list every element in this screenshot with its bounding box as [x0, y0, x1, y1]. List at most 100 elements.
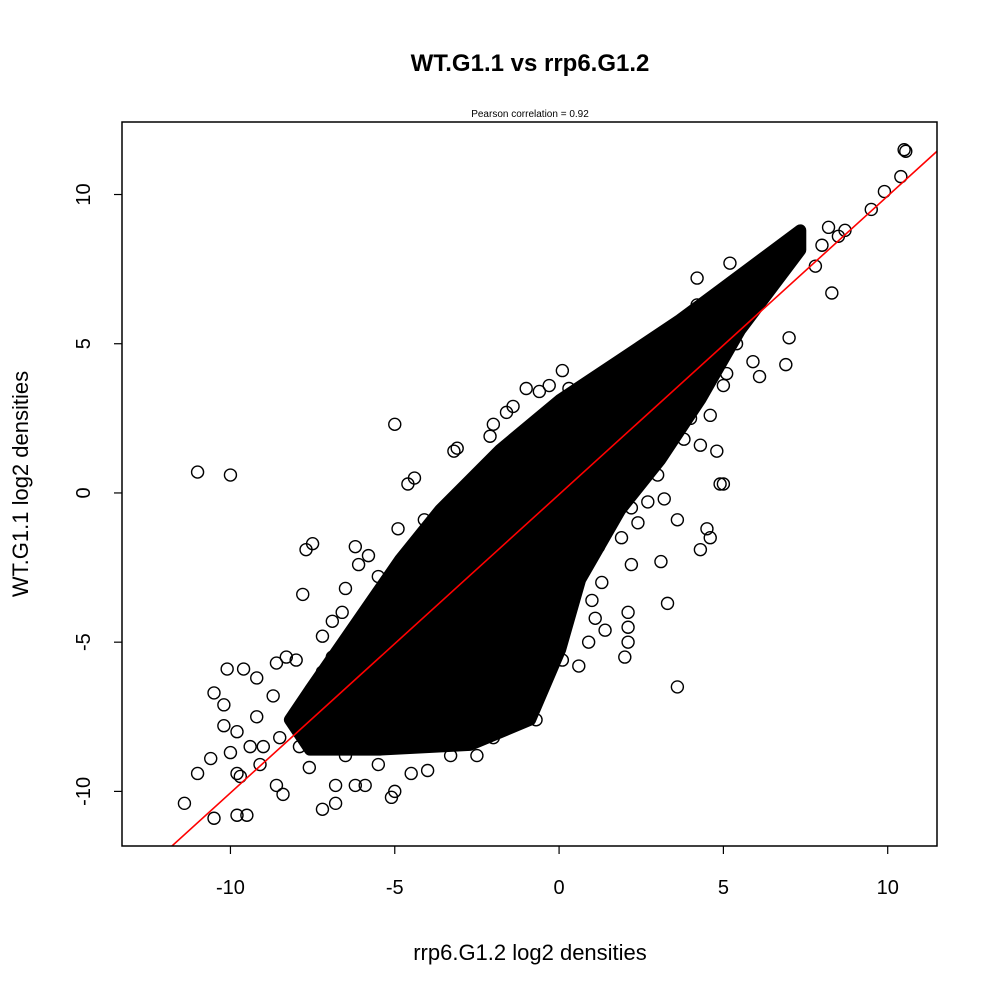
- data-point: [700, 301, 714, 315]
- data-point: [899, 144, 913, 158]
- data-point: [618, 650, 632, 664]
- data-point: [447, 444, 461, 458]
- data-point: [236, 662, 251, 676]
- data-point: [588, 611, 602, 625]
- data-point: [894, 169, 908, 184]
- data-point: [690, 271, 704, 285]
- data-point: [821, 220, 836, 235]
- y-tick-label: 0: [73, 487, 95, 498]
- data-point: [601, 375, 616, 390]
- data-point: [420, 763, 435, 778]
- data-point: [230, 724, 244, 739]
- data-point: [696, 384, 711, 399]
- data-point: [624, 363, 639, 378]
- data-point: [680, 316, 694, 330]
- data-point: [624, 501, 639, 515]
- data-point: [273, 730, 287, 745]
- data-point: [338, 748, 353, 763]
- data-point: [217, 719, 231, 733]
- data-point: [532, 384, 547, 399]
- data-point: [223, 468, 238, 482]
- data-point: [710, 444, 724, 458]
- data-point: [269, 656, 284, 670]
- data-point: [177, 796, 192, 811]
- data-point: [417, 513, 432, 527]
- data-point: [253, 757, 267, 772]
- data-point: [440, 498, 455, 512]
- data-point: [466, 474, 481, 488]
- y-axis-title: WT.G1.1 log2 densities: [8, 371, 33, 597]
- plot-area: [170, 143, 937, 846]
- data-point: [443, 748, 458, 763]
- data-point: [250, 710, 264, 724]
- data-point: [585, 411, 599, 426]
- data-point: [348, 539, 363, 554]
- data-point: [519, 432, 533, 446]
- data-point: [641, 495, 655, 509]
- data-point: [486, 730, 501, 745]
- data-point: [677, 432, 691, 446]
- data-point: [207, 686, 221, 700]
- data-point: [250, 671, 264, 685]
- data-point: [562, 381, 576, 396]
- data-point: [519, 381, 533, 396]
- data-point: [240, 808, 254, 822]
- data-point: [644, 354, 658, 369]
- data-point: [729, 337, 744, 351]
- data-point: [483, 429, 497, 443]
- data-point: [388, 417, 402, 432]
- data-point: [305, 536, 320, 551]
- data-point: [690, 298, 704, 312]
- data-point: [325, 614, 340, 628]
- data-point: [650, 468, 665, 482]
- data-point: [470, 748, 484, 763]
- data-point: [680, 396, 694, 411]
- data-point: [713, 477, 727, 491]
- data-point: [302, 760, 317, 775]
- data-point: [535, 674, 550, 688]
- data-point: [703, 408, 717, 423]
- data-point: [877, 184, 892, 199]
- data-point: [325, 650, 340, 664]
- data-point: [190, 766, 205, 781]
- y-tick-label: -10: [73, 777, 95, 806]
- data-point: [621, 605, 635, 620]
- data-point: [450, 441, 464, 455]
- data-point: [220, 662, 234, 676]
- data-point: [631, 516, 645, 530]
- x-tick-label: -5: [386, 877, 404, 899]
- data-point: [207, 811, 221, 825]
- data-point: [266, 689, 280, 703]
- data-point: [506, 399, 520, 414]
- chart-subtitle: Pearson correlation = 0.92: [471, 109, 589, 120]
- data-point: [621, 635, 635, 649]
- y-tick-label: 5: [73, 338, 95, 349]
- data-point: [276, 787, 290, 802]
- data-point: [595, 575, 609, 590]
- data-point: [289, 710, 303, 724]
- data-point: [361, 548, 376, 563]
- data-point: [864, 202, 878, 217]
- data-point: [782, 331, 796, 345]
- data-point: [719, 366, 734, 381]
- x-axis-title: rrp6.G1.2 log2 densities: [413, 940, 647, 965]
- data-point: [683, 411, 698, 426]
- data-point: [660, 596, 675, 611]
- data-point: [371, 569, 386, 584]
- data-point: [269, 778, 284, 793]
- data-point: [670, 513, 685, 527]
- y-tick-label: 10: [73, 183, 95, 205]
- data-point: [335, 605, 349, 620]
- data-point: [358, 778, 372, 793]
- data-point: [486, 417, 501, 432]
- data-point: [371, 757, 386, 772]
- data-point: [670, 680, 685, 694]
- data-point: [292, 739, 307, 754]
- data-point: [315, 802, 330, 816]
- data-point: [693, 438, 708, 452]
- data-point: [391, 522, 405, 536]
- data-point: [591, 539, 606, 554]
- data-point: [657, 492, 671, 506]
- data-point: [296, 587, 310, 602]
- data-point: [703, 531, 717, 545]
